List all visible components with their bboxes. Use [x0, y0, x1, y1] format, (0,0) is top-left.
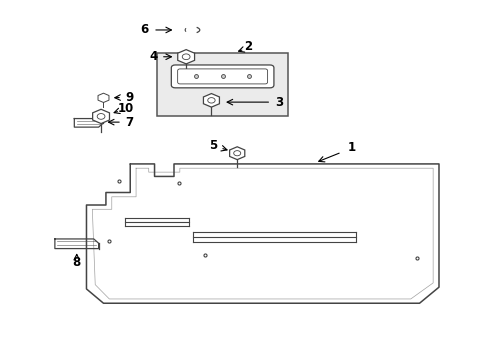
Circle shape	[182, 54, 190, 60]
Polygon shape	[92, 109, 109, 123]
Text: 6: 6	[141, 23, 149, 36]
Circle shape	[97, 113, 105, 119]
FancyBboxPatch shape	[177, 69, 267, 84]
Text: 4: 4	[149, 50, 157, 63]
Text: 5: 5	[208, 139, 217, 152]
Circle shape	[207, 98, 215, 103]
Polygon shape	[177, 50, 194, 64]
Text: 7: 7	[125, 116, 134, 129]
Bar	[157, 53, 287, 116]
Circle shape	[233, 150, 240, 156]
Text: 9: 9	[125, 91, 134, 104]
Polygon shape	[203, 94, 219, 107]
Text: 2: 2	[244, 40, 252, 53]
FancyBboxPatch shape	[171, 65, 273, 88]
Polygon shape	[98, 93, 109, 103]
Text: 8: 8	[73, 256, 81, 269]
Polygon shape	[229, 147, 244, 159]
Text: 1: 1	[346, 141, 355, 154]
Text: 10: 10	[117, 102, 133, 115]
Text: 3: 3	[275, 96, 283, 109]
